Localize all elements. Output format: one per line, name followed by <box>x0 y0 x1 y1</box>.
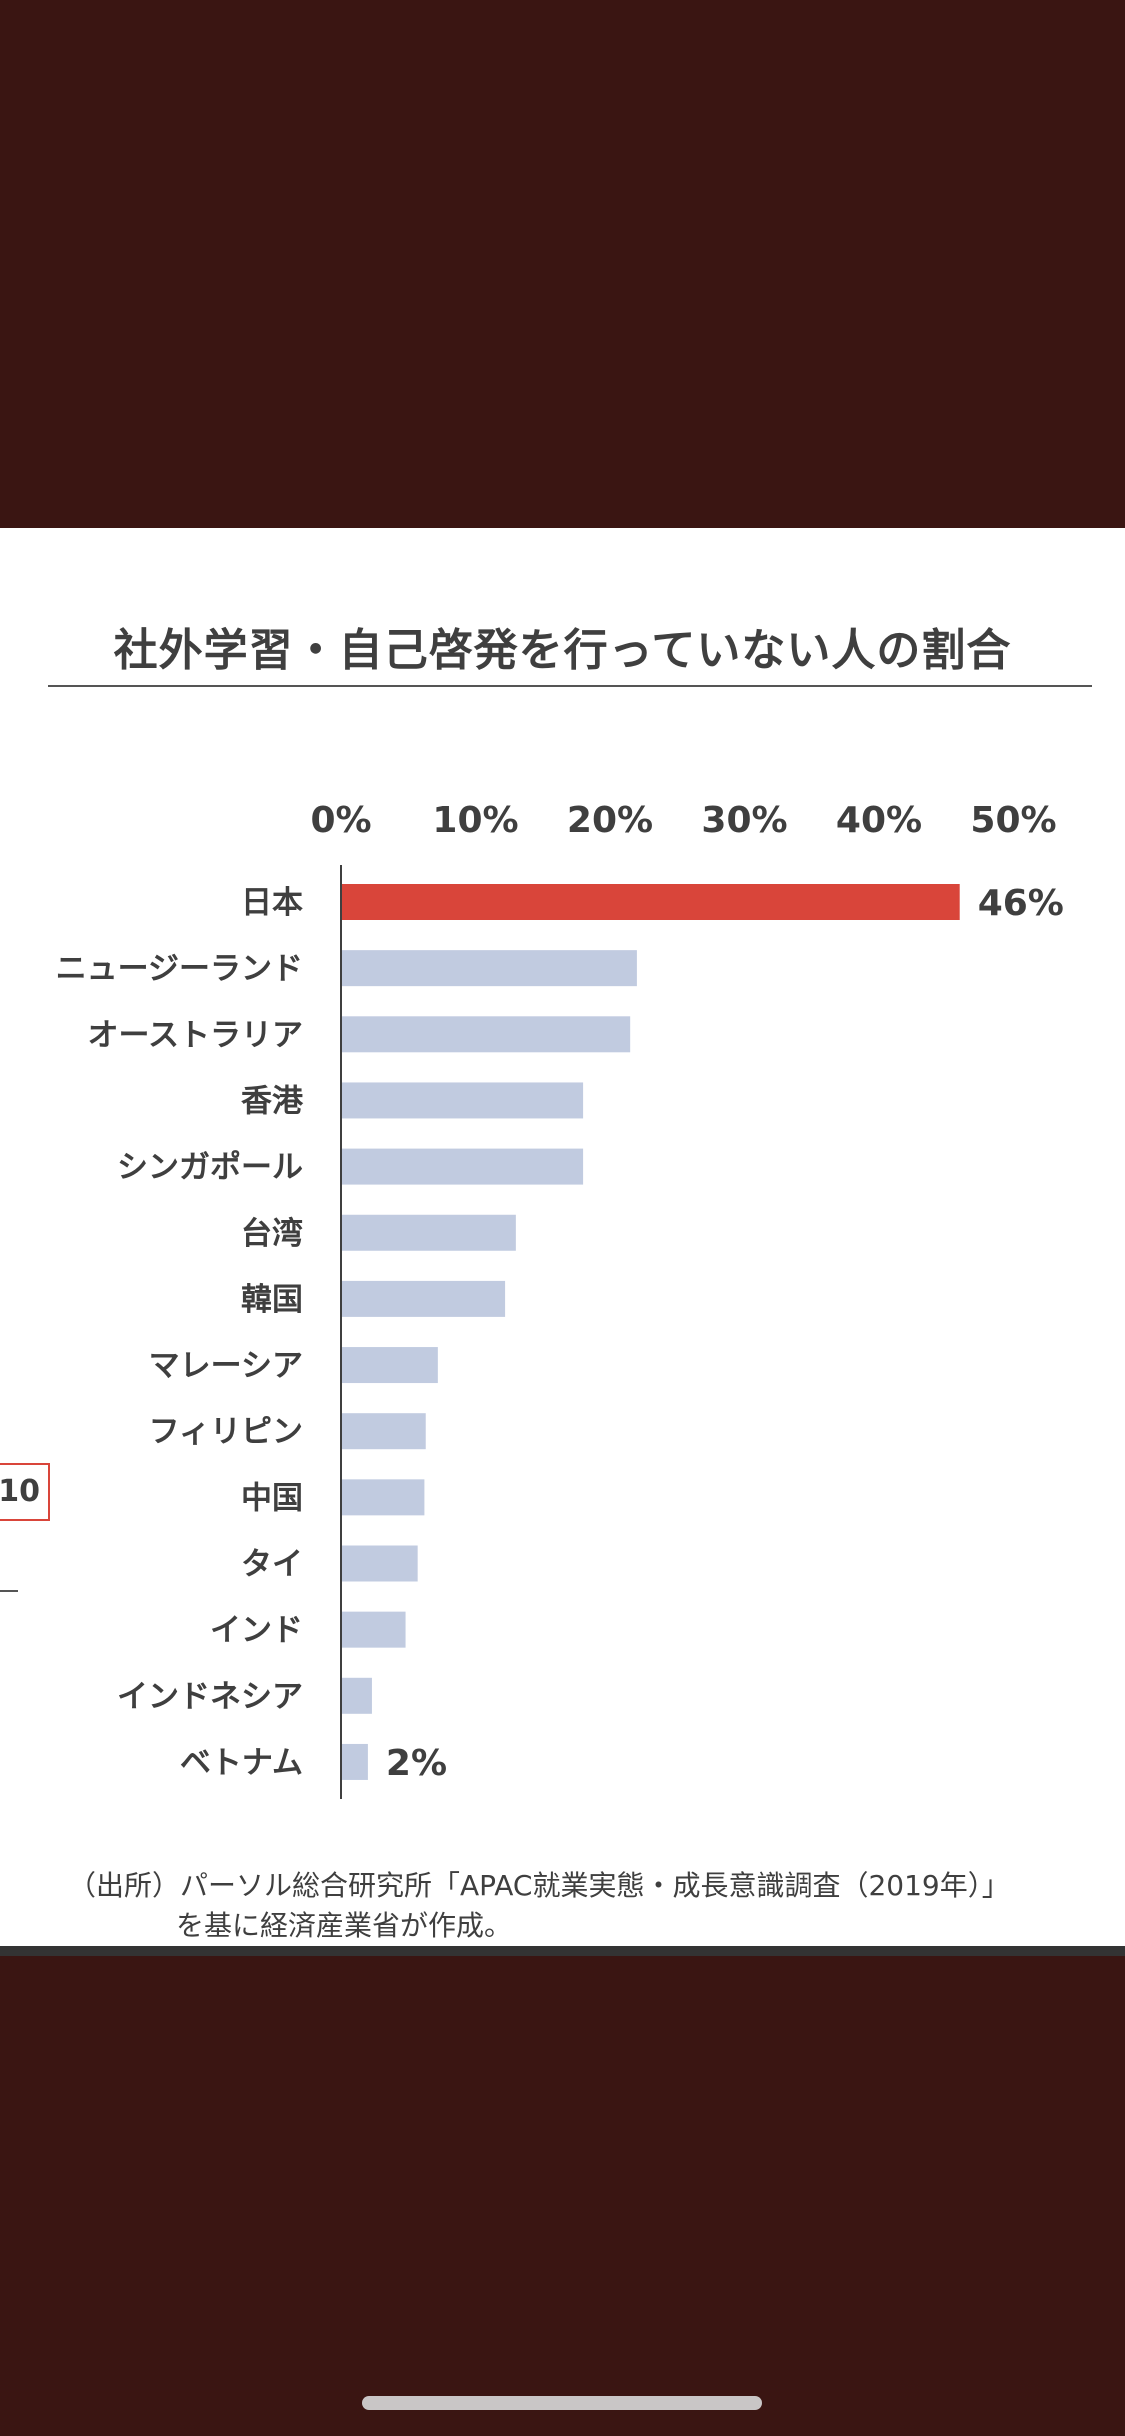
side-dash <box>0 1590 18 1592</box>
source-note-line2: を基に経済産業省が作成。 <box>176 1909 513 1942</box>
category-label: マレーシア <box>149 1348 303 1384</box>
data-labels: 46% 2% <box>386 883 1064 1784</box>
x-tick-label: 10% <box>432 800 518 841</box>
x-tick-label: 40% <box>836 800 922 841</box>
x-tick-label: 20% <box>567 800 653 841</box>
bar-chart: 0% 10% 20% 30% 40% 50% 日本ニュージーランドオーストラリア香港シンガ… <box>56 800 1064 1799</box>
category-label: 韓国 <box>241 1282 303 1318</box>
category-label: タイ <box>241 1547 303 1583</box>
bar <box>341 1082 584 1119</box>
bar <box>341 1148 584 1185</box>
bar <box>341 1743 368 1780</box>
bar <box>341 1016 631 1053</box>
x-axis-ticks: 0% 10% 20% 30% 40% 50% <box>310 800 1056 841</box>
category-label: 台湾 <box>241 1216 303 1252</box>
category-label: ニュージーランド <box>56 951 303 987</box>
page-number-badge: 10 <box>0 1463 50 1521</box>
x-tick-label: 30% <box>701 800 787 841</box>
category-label: 中国 <box>241 1480 303 1516</box>
bar <box>341 1280 506 1317</box>
bars <box>341 884 960 1780</box>
title-rule <box>48 685 1092 687</box>
x-tick-label: 50% <box>970 800 1056 841</box>
bar <box>341 1677 372 1714</box>
source-note-line1: （出所）パーソル総合研究所「APAC就業実態・成長意識調査（2019年）」 <box>68 1869 1010 1902</box>
slide-bottom-border <box>0 1946 1125 1956</box>
bar <box>341 950 637 987</box>
chart-title: 社外学習・自己啓発を行っていない人の割合 <box>113 625 1012 676</box>
home-indicator[interactable] <box>362 2396 762 2410</box>
bar <box>341 1611 406 1648</box>
bar <box>341 1214 516 1251</box>
bar <box>341 1479 425 1516</box>
category-label: 香港 <box>241 1083 304 1119</box>
category-label: インド <box>210 1613 303 1649</box>
category-label: フィリピン <box>149 1414 303 1450</box>
slide: 社外学習・自己啓発を行っていない人の割合 0% 10% 20% 30% 40% 50% 日… <box>0 528 1125 1946</box>
x-tick-label: 0% <box>310 800 371 841</box>
category-labels: 日本ニュージーランドオーストラリア香港シンガポール台湾韓国マレーシアフィリピン中… <box>56 885 304 1781</box>
category-label: インドネシア <box>117 1679 303 1715</box>
data-label: 2% <box>386 1743 447 1784</box>
bar <box>341 1545 418 1582</box>
bar <box>341 1347 438 1384</box>
bar <box>341 884 960 920</box>
category-label: オーストラリア <box>88 1017 303 1053</box>
bar <box>341 1413 426 1450</box>
category-label: 日本 <box>241 885 303 921</box>
category-label: シンガポール <box>117 1150 303 1186</box>
category-label: ベトナム <box>180 1745 303 1781</box>
data-label: 46% <box>978 883 1064 924</box>
